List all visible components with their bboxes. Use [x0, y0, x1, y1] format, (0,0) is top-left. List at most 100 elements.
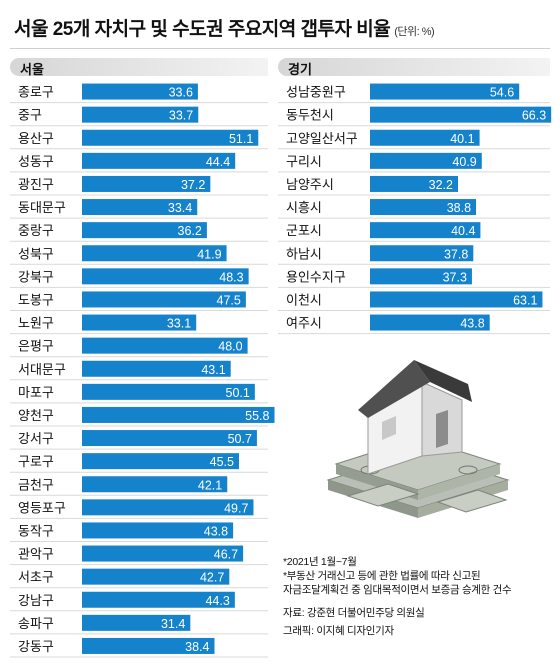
- seoul-category-label: 양천구: [18, 408, 54, 423]
- seoul-row: 성동구 44.4: [10, 152, 268, 173]
- title-text: 서울 25개 자치구 및 수도권 주요지역 갭투자 비율: [14, 19, 391, 40]
- gyeonggi-category-label: 동두천시: [286, 108, 334, 123]
- seoul-category-label: 동작구: [18, 523, 54, 538]
- seoul-row: 도봉구 47.5: [10, 291, 268, 311]
- gyeonggi-category-label: 시흥시: [286, 200, 322, 215]
- seoul-category-label: 서대문구: [18, 362, 66, 377]
- seoul-bar: [82, 268, 249, 285]
- note-definition-cont: 자금조달계획건 중 임대목적이면서 보증금 승계한 건수: [283, 584, 512, 596]
- seoul-category-label: 노원구: [18, 316, 54, 331]
- seoul-row: 양천구 55.8: [10, 406, 275, 427]
- seoul-bar: [82, 360, 231, 377]
- seoul-row: 동작구 43.8: [10, 522, 268, 542]
- gyeonggi-row: 하남시 37.8: [278, 245, 550, 265]
- gyeonggi-bar: [370, 268, 472, 285]
- seoul-category-label: 구로구: [18, 454, 54, 469]
- gyeonggi-value-label: 63.1: [513, 293, 537, 307]
- gyeonggi-value-label: 32.2: [429, 178, 453, 192]
- seoul-bar: [82, 545, 244, 562]
- seoul-value-label: 31.4: [161, 617, 185, 631]
- title-divider: [10, 48, 550, 49]
- gyeonggi-bar: [370, 245, 474, 262]
- seoul-bar: [82, 152, 236, 169]
- seoul-value-label: 44.3: [205, 594, 229, 608]
- seoul-category-label: 광진구: [18, 177, 54, 192]
- gyeonggi-bar: [370, 106, 552, 123]
- seoul-row: 서초구 42.7: [10, 568, 268, 589]
- seoul-value-label: 37.2: [181, 178, 205, 192]
- chart-title: 서울 25개 자치구 및 수도권 주요지역 갭투자 비율 (단위: %): [14, 14, 435, 41]
- seoul-category-label: 동대문구: [18, 200, 66, 215]
- seoul-bar: [82, 614, 191, 631]
- seoul-bar: [82, 637, 215, 654]
- seoul-bar: [82, 499, 254, 516]
- gyeonggi-value-label: 38.8: [447, 201, 471, 215]
- gyeonggi-category-label: 이천시: [286, 292, 322, 307]
- gyeonggi-category-label: 하남시: [286, 246, 322, 261]
- gyeonggi-bar: [370, 222, 481, 239]
- seoul-category-label: 금천구: [18, 477, 54, 492]
- unit-label: (단위: %): [394, 26, 435, 38]
- seoul-category-label: 성북구: [18, 246, 54, 261]
- seoul-value-label: 33.6: [169, 86, 193, 100]
- gyeonggi-value-label: 54.6: [490, 86, 514, 100]
- seoul-bar-chart: 종로구 33.6 중구 33.7 용산구 51.1 성동구 44.4 광진구 37.2 동대문구 33…: [10, 83, 275, 658]
- seoul-value-label: 46.7: [214, 548, 238, 562]
- seoul-value-label: 45.5: [210, 455, 234, 469]
- gyeonggi-value-label: 40.4: [451, 224, 475, 238]
- gyeonggi-row: 군포시 40.4: [278, 222, 550, 242]
- credit-graphic: 그래픽: 이지혜 디자인기자: [283, 625, 394, 637]
- gyeonggi-row: 구리시 40.9: [278, 152, 550, 173]
- seoul-value-label: 43.1: [201, 363, 225, 377]
- gyeonggi-bar: [370, 83, 520, 100]
- seoul-row: 송파구 31.4: [10, 614, 268, 635]
- seoul-bar: [82, 522, 234, 539]
- gyeonggi-row: 시흥시 38.8: [278, 199, 550, 219]
- gyeonggi-value-label: 40.9: [452, 155, 476, 169]
- seoul-value-label: 43.8: [204, 524, 228, 538]
- seoul-row: 마포구 50.1: [10, 383, 268, 404]
- gyeonggi-category-label: 군포시: [286, 223, 322, 238]
- seoul-bar: [82, 430, 257, 447]
- gyeonggi-row: 남양주시 32.2: [278, 175, 550, 196]
- seoul-bar: [82, 199, 198, 216]
- seoul-row: 성북구 41.9: [10, 245, 268, 265]
- seoul-value-label: 42.7: [200, 571, 224, 585]
- seoul-value-label: 41.9: [197, 247, 221, 261]
- gyeonggi-row: 이천시 63.1: [278, 291, 550, 311]
- seoul-row: 강북구 48.3: [10, 268, 268, 288]
- gyeonggi-row: 동두천시 66.3: [278, 106, 552, 127]
- seoul-row: 구로구 45.5: [10, 453, 268, 473]
- seoul-row: 종로구 33.6: [10, 83, 268, 104]
- seoul-category-label: 은평구: [18, 339, 54, 354]
- seoul-row: 은평구 48.0: [10, 337, 268, 358]
- seoul-bar: [82, 314, 197, 331]
- seoul-category-label: 강북구: [18, 269, 54, 284]
- gyeonggi-row: 고양일산서구 40.1: [278, 129, 550, 150]
- seoul-bar: [82, 291, 246, 308]
- seoul-row: 중랑구 36.2: [10, 222, 268, 242]
- seoul-category-label: 중구: [18, 108, 42, 123]
- seoul-value-label: 42.1: [198, 478, 222, 492]
- seoul-bar: [82, 175, 211, 192]
- seoul-bar: [82, 83, 198, 100]
- seoul-value-label: 47.5: [217, 293, 241, 307]
- gyeonggi-bar-chart: 성남중원구 54.6 동두천시 66.3 고양일산서구 40.1 구리시 40.9 남양주시 32…: [278, 83, 552, 335]
- gyeonggi-bar: [370, 175, 458, 192]
- seoul-value-label: 38.4: [185, 640, 209, 654]
- gyeonggi-category-label: 여주시: [286, 316, 322, 331]
- gyeonggi-row: 용인수지구 37.3: [278, 268, 550, 288]
- gyeonggi-row: 성남중원구 54.6: [278, 83, 550, 104]
- seoul-row: 용산구 51.1: [10, 129, 268, 150]
- gyeonggi-value-label: 37.8: [444, 247, 468, 261]
- seoul-category-label: 관악구: [18, 547, 54, 562]
- seoul-category-label: 강서구: [18, 431, 54, 446]
- seoul-value-label: 48.0: [218, 340, 242, 354]
- gyeonggi-category-label: 고양일산서구: [286, 131, 358, 146]
- seoul-row: 강동구 38.4: [10, 637, 268, 658]
- gyeonggi-value-label: 43.8: [460, 317, 484, 331]
- seoul-bar: [82, 245, 227, 262]
- gyeonggi-category-label: 용인수지구: [286, 269, 346, 284]
- seoul-row: 동대문구 33.4: [10, 199, 268, 219]
- seoul-category-label: 용산구: [18, 131, 54, 146]
